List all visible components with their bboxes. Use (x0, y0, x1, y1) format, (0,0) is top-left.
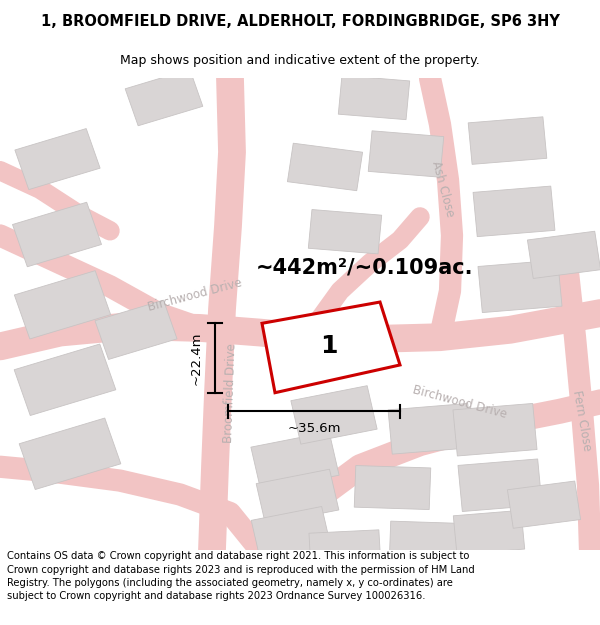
Bar (354, 466, 431, 509)
Bar (508, 481, 581, 528)
Bar (368, 131, 444, 177)
Text: ~442m²/~0.109ac.: ~442m²/~0.109ac. (256, 258, 474, 278)
Bar (14, 344, 116, 416)
Polygon shape (262, 302, 400, 392)
Bar (291, 386, 377, 444)
Bar (308, 209, 382, 254)
Bar (13, 202, 101, 267)
Bar (478, 260, 562, 312)
Text: Contains OS data © Crown copyright and database right 2021. This information is : Contains OS data © Crown copyright and d… (7, 551, 475, 601)
Text: ~35.6m: ~35.6m (287, 422, 341, 436)
Bar (473, 186, 555, 237)
Bar (125, 69, 203, 126)
Bar (453, 404, 537, 456)
Text: 1: 1 (320, 334, 338, 357)
Bar (338, 76, 410, 119)
Bar (287, 143, 362, 191)
Bar (453, 511, 525, 554)
Bar (458, 459, 542, 511)
Bar (95, 300, 177, 359)
Text: 1, BROOMFIELD DRIVE, ALDERHOLT, FORDINGBRIDGE, SP6 3HY: 1, BROOMFIELD DRIVE, ALDERHOLT, FORDINGB… (41, 14, 559, 29)
Bar (19, 418, 121, 489)
Bar (14, 271, 110, 339)
Bar (256, 469, 339, 524)
Text: Broomfield Drive: Broomfield Drive (222, 342, 238, 442)
Text: Birchwood Drive: Birchwood Drive (412, 383, 509, 421)
Bar (527, 231, 600, 279)
Bar (309, 530, 381, 572)
Bar (251, 506, 331, 560)
Bar (388, 404, 472, 454)
Bar (15, 129, 100, 189)
Text: ~22.4m: ~22.4m (190, 331, 203, 385)
Bar (251, 432, 339, 491)
Text: Fern Close: Fern Close (570, 389, 594, 452)
Text: Birchwood Drive: Birchwood Drive (146, 277, 244, 314)
Text: Map shows position and indicative extent of the property.: Map shows position and indicative extent… (120, 54, 480, 68)
Bar (468, 117, 547, 164)
Bar (389, 521, 461, 562)
Text: Ash Close: Ash Close (429, 160, 457, 219)
